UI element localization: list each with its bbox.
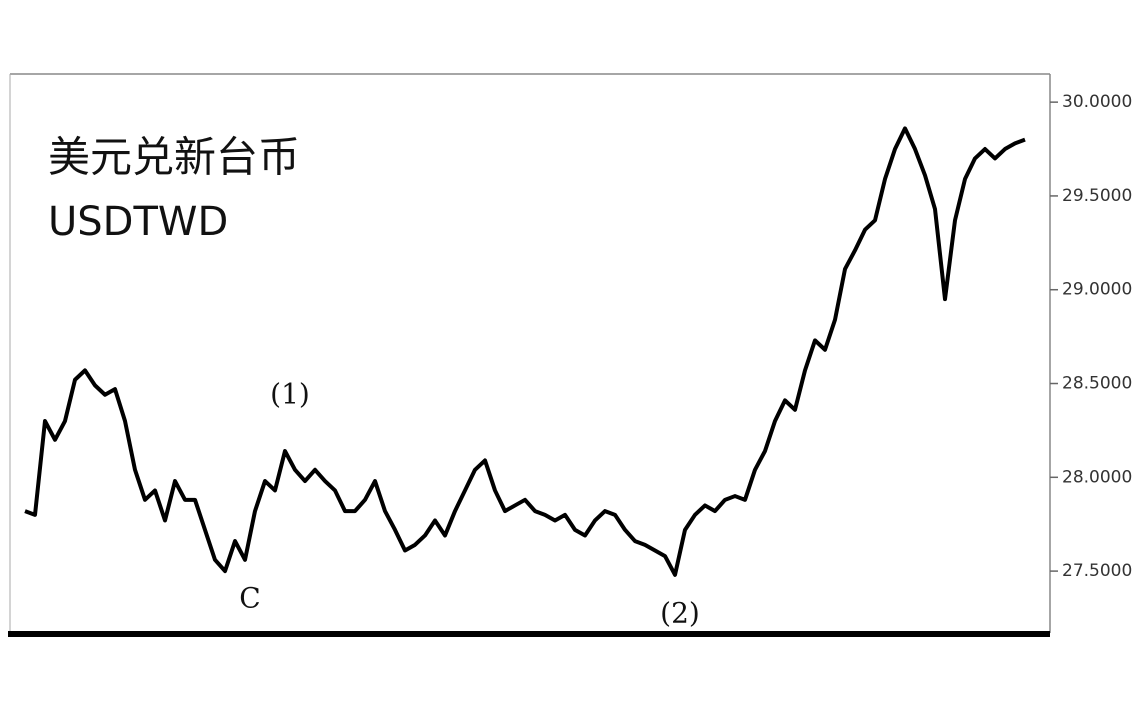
y-tick-label: 29.0000 [1062, 280, 1132, 300]
price-line [24, 126, 1026, 577]
annotation: (1) [270, 378, 310, 411]
y-tick-label: 27.5000 [1062, 561, 1132, 581]
y-tick-label: 28.0000 [1062, 467, 1132, 487]
y-tick-label: 28.5000 [1062, 374, 1132, 394]
chart-title: 美元兑新台币 [48, 133, 300, 182]
annotation: C [239, 581, 260, 614]
chart-subtitle: USDTWD [48, 199, 228, 245]
annotation: (2) [660, 596, 700, 629]
y-tick-label: 29.5000 [1062, 186, 1132, 206]
y-tick-label: 30.0000 [1062, 92, 1132, 112]
